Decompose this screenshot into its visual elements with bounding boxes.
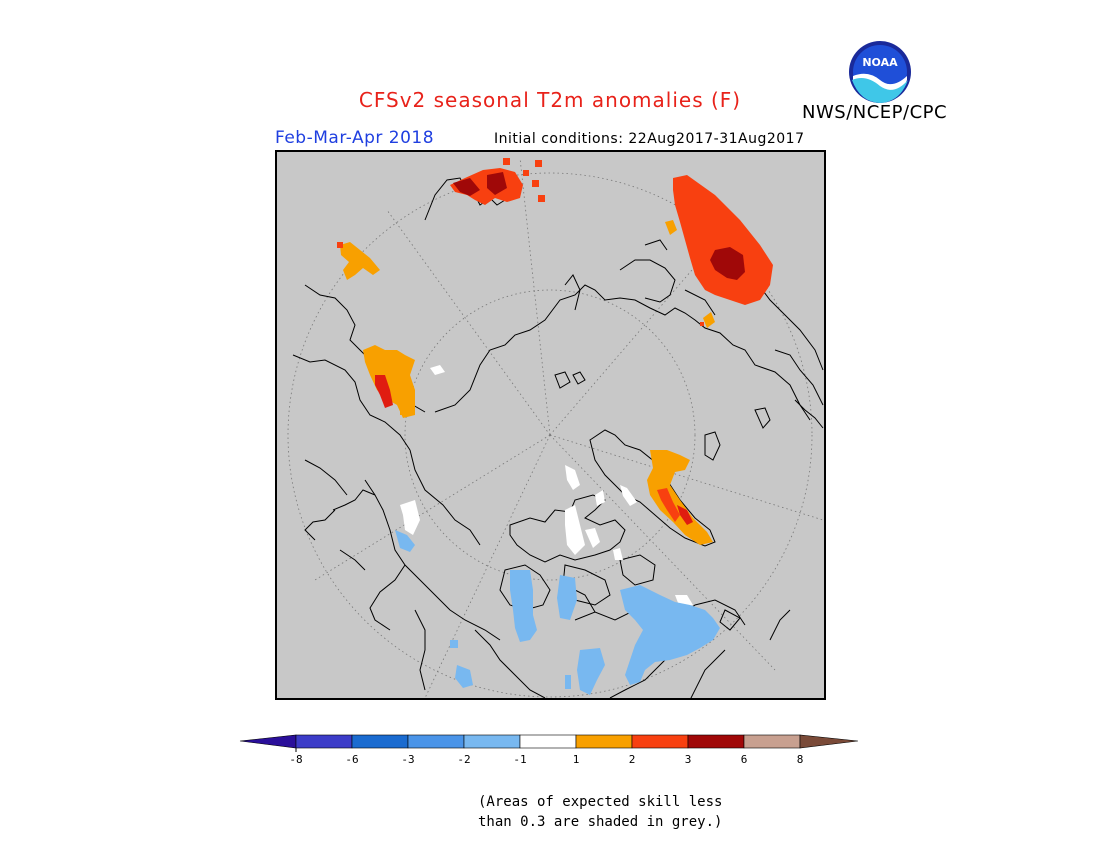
colorbar-lt-minus8 (239, 734, 297, 749)
tick-plus3: 3 (685, 753, 692, 766)
map-title: CFSv2 seasonal T2m anomalies (F) (358, 88, 742, 112)
tick-plus8: 8 (797, 753, 804, 766)
colorbar: -8 -6 -3 -2 -1 1 2 3 6 8 (239, 734, 859, 766)
colorbar-gt-plus8 (799, 734, 859, 749)
tick-plus1: 1 (573, 753, 580, 766)
noaa-logo-text: NOAA (862, 56, 898, 69)
anomaly-patches (337, 158, 773, 695)
colorbar-segments (239, 734, 859, 749)
colorbar-minus2-minus1 (463, 734, 521, 749)
agency-label: NWS/NCEP/CPC (802, 102, 948, 123)
tick-minus1: -1 (513, 753, 526, 766)
colorbar-minus6-minus3 (351, 734, 409, 749)
colorbar-plus3-plus6 (687, 734, 745, 749)
graticule (287, 157, 824, 698)
colorbar-minus3-minus2 (407, 734, 465, 749)
tick-plus2: 2 (629, 753, 636, 766)
tick-minus3: -3 (401, 753, 414, 766)
footnote-line-1: (Areas of expected skill less (478, 794, 723, 810)
tick-minus2: -2 (457, 753, 470, 766)
season-label: Feb-Mar-Apr 2018 (275, 128, 435, 148)
tick-minus6: -6 (345, 753, 358, 766)
colorbar-minus1-plus1 (519, 734, 577, 749)
colorbar-plus6-plus8 (743, 734, 801, 749)
polar-map (275, 150, 826, 700)
noaa-logo: NOAA (849, 41, 911, 103)
colorbar-plus2-plus3 (631, 734, 689, 749)
tick-minus8: -8 (289, 753, 302, 766)
footnote-line-2: than 0.3 are shaded in grey.) (478, 814, 723, 830)
colorbar-minus8-minus6 (295, 734, 353, 749)
colorbar-plus1-plus2 (575, 734, 633, 749)
skill-footnote: (Areas of expected skill less than 0.3 a… (478, 792, 722, 832)
tick-plus6: 6 (741, 753, 748, 766)
initial-conditions-label: Initial conditions: 22Aug2017-31Aug2017 (494, 131, 805, 147)
